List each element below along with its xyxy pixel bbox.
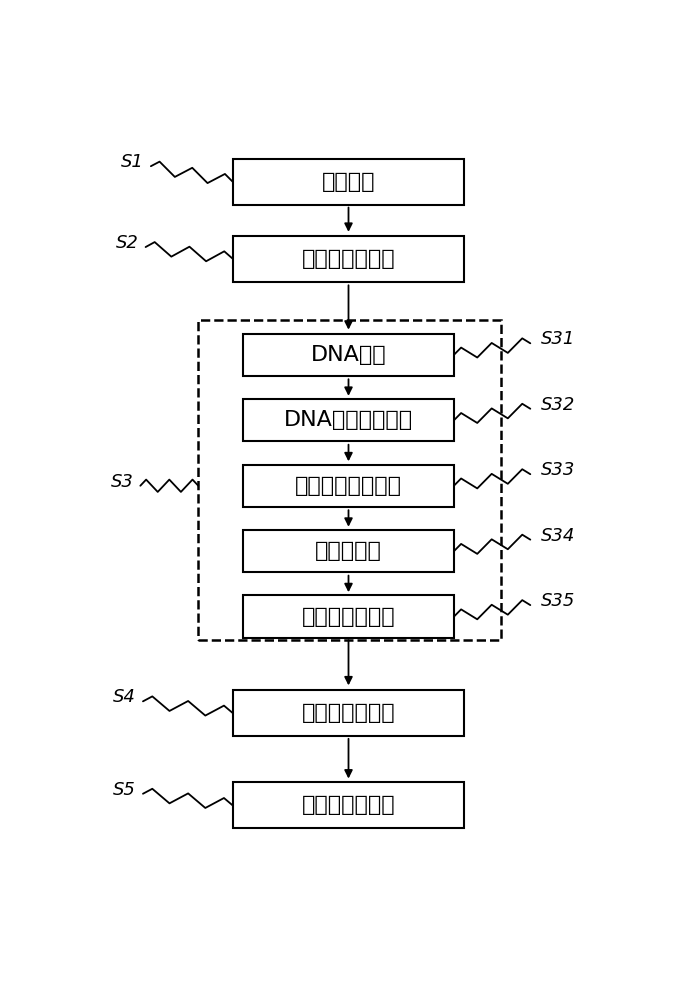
Text: 结果分析和注释: 结果分析和注释 bbox=[302, 795, 395, 815]
Bar bbox=[243, 465, 454, 507]
Bar bbox=[243, 595, 454, 638]
Text: S34: S34 bbox=[541, 527, 575, 545]
Text: 采集样品: 采集样品 bbox=[322, 172, 375, 192]
Text: 数据质控和分析: 数据质控和分析 bbox=[302, 703, 395, 723]
Bar bbox=[199, 320, 501, 640]
Bar bbox=[233, 690, 464, 736]
Bar bbox=[233, 782, 464, 828]
Text: S31: S31 bbox=[541, 330, 575, 348]
Text: DNA扩增: DNA扩增 bbox=[311, 345, 386, 365]
Text: S3: S3 bbox=[111, 473, 133, 491]
Text: S2: S2 bbox=[116, 234, 139, 252]
Text: S1: S1 bbox=[121, 153, 144, 171]
Text: 样品制备与质控: 样品制备与质控 bbox=[302, 249, 395, 269]
Text: 干燥、重悬及质控: 干燥、重悬及质控 bbox=[295, 476, 402, 496]
Bar bbox=[243, 334, 454, 376]
Bar bbox=[233, 236, 464, 282]
Text: DNA片段化和沉淠: DNA片段化和沉淠 bbox=[284, 410, 413, 430]
Bar bbox=[243, 399, 454, 441]
Text: S33: S33 bbox=[541, 461, 575, 479]
Text: S32: S32 bbox=[541, 396, 575, 414]
Text: 变性和杂交: 变性和杂交 bbox=[315, 541, 382, 561]
Text: S35: S35 bbox=[541, 592, 575, 610]
Bar bbox=[243, 530, 454, 572]
Bar bbox=[233, 159, 464, 205]
Text: S5: S5 bbox=[114, 781, 136, 799]
Text: 芯片扫描仪检测: 芯片扫描仪检测 bbox=[302, 607, 395, 627]
Text: S4: S4 bbox=[114, 688, 136, 706]
